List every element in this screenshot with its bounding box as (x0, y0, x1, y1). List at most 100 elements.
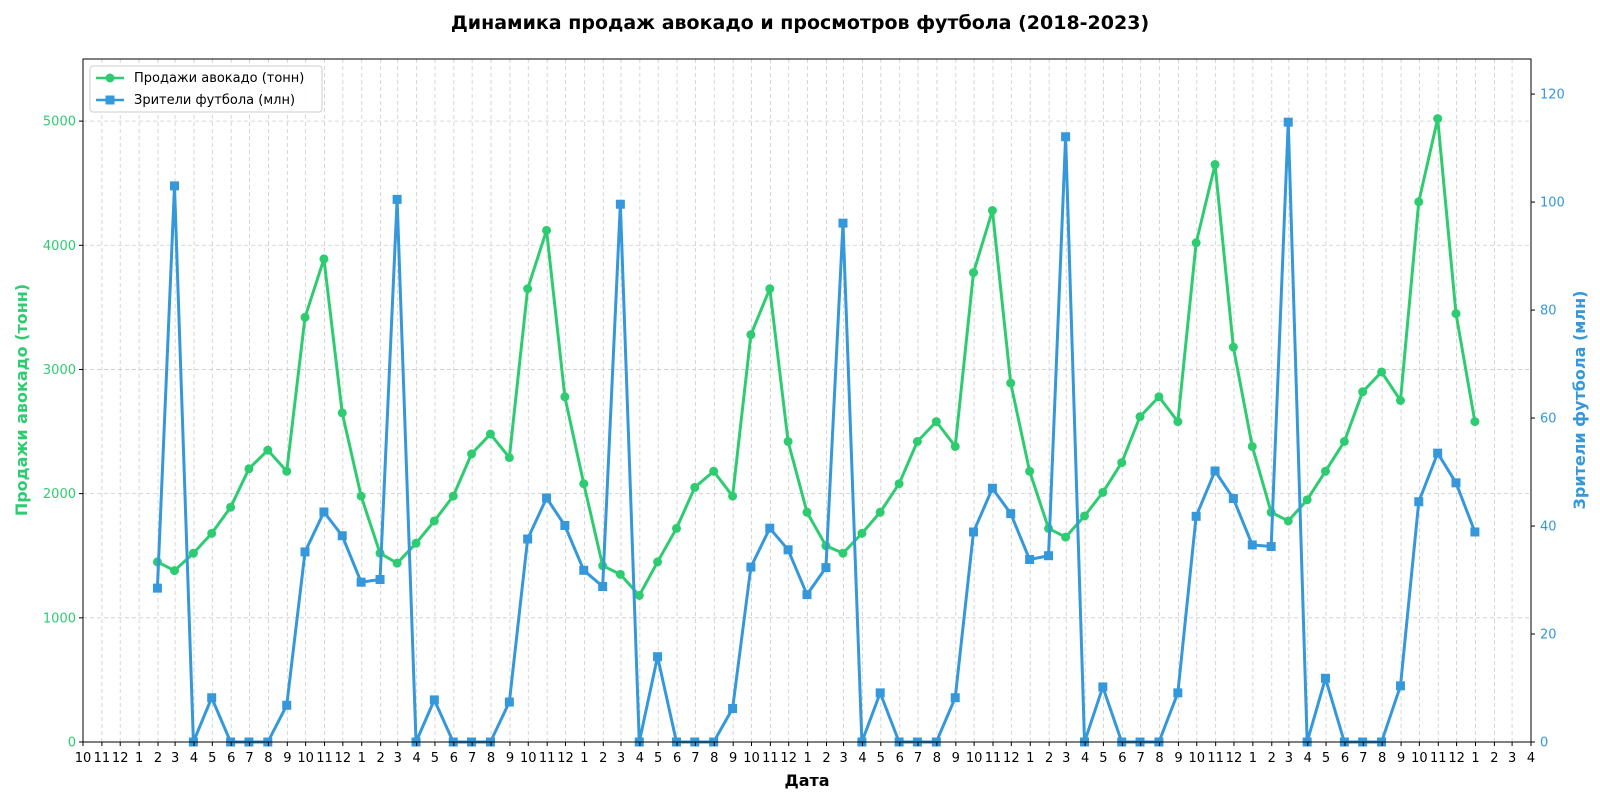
x-tick-label: 2 (1045, 751, 1053, 766)
data-point (560, 392, 570, 402)
data-point (207, 528, 217, 538)
data-point (579, 479, 589, 489)
data-point (504, 453, 514, 463)
data-point (1451, 309, 1461, 319)
x-tick-label: 4 (1527, 751, 1535, 766)
data-point (1117, 458, 1127, 468)
x-tick-label: 11 (985, 751, 1002, 766)
data-point (1283, 516, 1293, 526)
data-point (1044, 551, 1054, 561)
x-tick-label: 9 (506, 751, 514, 766)
series-layer (152, 114, 1480, 747)
legend-label: Продажи авокадо (тонн) (134, 71, 304, 86)
data-point (1061, 532, 1071, 542)
data-point (1006, 509, 1016, 519)
x-tick-label: 12 (112, 751, 129, 766)
data-point (1247, 441, 1257, 451)
x-tick-label: 11 (1207, 751, 1224, 766)
legend: Продажи авокадо (тонн) Зрители футбола (… (89, 65, 323, 113)
chart-title: Динамика продаж авокадо и просмотров фут… (451, 12, 1149, 34)
data-point (1451, 478, 1461, 488)
x-tick-label: 12 (780, 751, 797, 766)
x-tick-label: 6 (450, 751, 458, 766)
data-point (1266, 542, 1276, 552)
x-axis-label: Дата (784, 771, 829, 790)
data-point (783, 436, 793, 446)
x-tick-label: 9 (1397, 751, 1405, 766)
x-axis-ticks: 10 11 12 1 2 3 4 5 6 7 8 9 10 11 12 1 2 3 4 5 6 7 8 9 10 11 12 1 2 3 4… (75, 742, 1535, 766)
x-tick-label: 3 (394, 751, 402, 766)
data-point (1320, 466, 1330, 476)
y-right-axis-label: Зрители футбола (млн) (1570, 291, 1589, 510)
data-point (1358, 387, 1368, 397)
x-tick-label: 3 (1285, 751, 1293, 766)
y-left-axis-ticks: 0 1000 2000 3000 4000 5000 (43, 115, 83, 751)
data-point (598, 582, 608, 592)
x-tick-label: 1 (1249, 751, 1257, 766)
x-tick-label: 10 (743, 751, 760, 766)
data-point (263, 445, 273, 455)
x-tick-label: 3 (1062, 751, 1070, 766)
x-tick-label: 8 (487, 751, 495, 766)
data-point (690, 482, 700, 492)
data-point (467, 449, 477, 459)
x-tick-label: 6 (673, 751, 681, 766)
legend-item-football: Зрители футбола (млн) (96, 93, 295, 108)
data-point (1006, 378, 1016, 388)
data-point (653, 652, 663, 662)
data-point (894, 479, 904, 489)
data-point (542, 493, 552, 503)
x-tick-label: 10 (520, 751, 537, 766)
data-point (1339, 436, 1349, 446)
x-tick-label: 1 (580, 751, 588, 766)
data-point (319, 254, 329, 264)
data-point (504, 697, 514, 707)
data-point (821, 563, 831, 573)
x-tick-label: 2 (599, 751, 607, 766)
x-tick-label: 9 (283, 751, 291, 766)
data-point (560, 520, 570, 530)
data-point (300, 312, 310, 322)
data-point (1173, 688, 1183, 698)
data-point (969, 527, 979, 537)
x-tick-label: 3 (1508, 751, 1516, 766)
data-point (950, 693, 960, 703)
x-tick-label: 11 (94, 751, 111, 766)
data-point (188, 548, 198, 558)
x-tick-label: 11 (316, 751, 333, 766)
data-point (1154, 392, 1164, 402)
grid (83, 59, 1531, 742)
data-point (931, 417, 941, 427)
x-tick-label: 5 (1099, 751, 1107, 766)
y-left-tick-label: 2000 (43, 487, 76, 502)
data-point (615, 199, 625, 209)
x-tick-label: 6 (1341, 751, 1349, 766)
data-point (746, 330, 756, 340)
data-point (765, 284, 775, 294)
x-tick-label: 5 (1322, 751, 1330, 766)
data-point (950, 441, 960, 451)
x-tick-label: 4 (636, 751, 644, 766)
data-point (653, 557, 663, 567)
series-line (155, 120, 1477, 744)
legend-items: Продажи авокадо (тонн) Зрители футбола (… (96, 71, 304, 108)
x-tick-label: 3 (171, 751, 179, 766)
data-point (152, 583, 162, 593)
y-left-tick-label: 5000 (43, 115, 76, 130)
data-point (1283, 117, 1293, 127)
data-point (1395, 396, 1405, 405)
x-tick-label: 7 (691, 751, 699, 766)
x-tick-label: 8 (710, 751, 718, 766)
data-point (337, 408, 347, 418)
data-point (1320, 673, 1330, 683)
data-point (875, 688, 885, 698)
x-tick-label: 1 (803, 751, 811, 766)
x-tick-label: 8 (1155, 751, 1163, 766)
data-point (300, 547, 310, 557)
x-tick-label: 12 (1003, 751, 1020, 766)
data-point (356, 491, 366, 501)
data-point (615, 569, 625, 579)
data-point (375, 574, 385, 584)
data-point (429, 695, 439, 705)
